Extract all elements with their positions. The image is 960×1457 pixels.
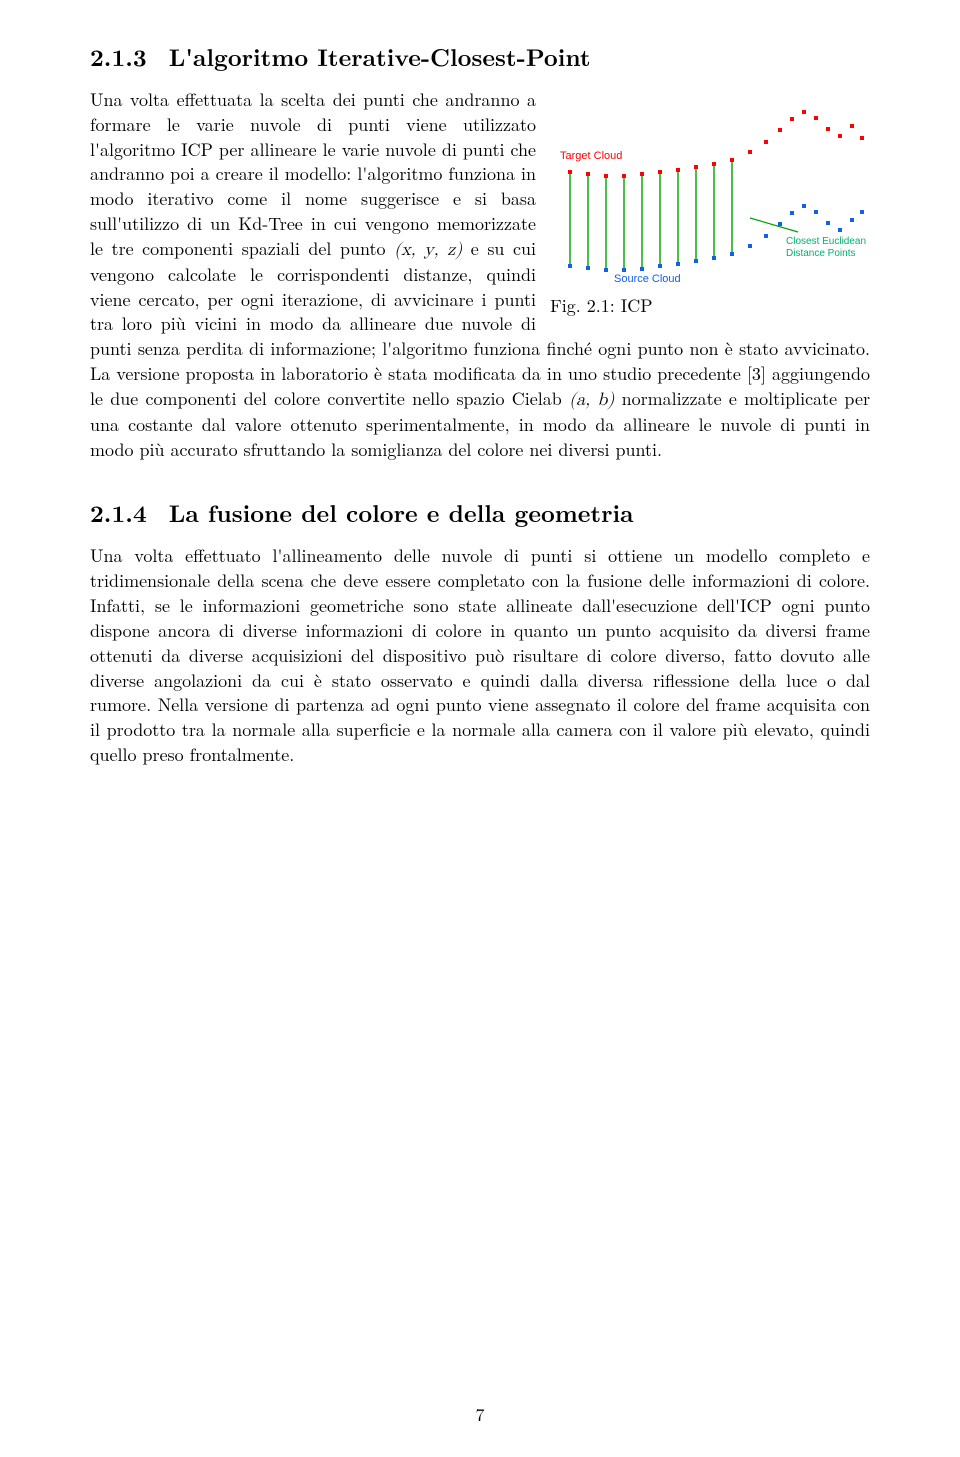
section-heading-213: 2.1.3 L'algoritmo Iterative-Closest-Point xyxy=(90,40,870,74)
section-213-body: Target Cloud Source Cloud Closest Euclidea… xyxy=(90,88,870,462)
svg-text:Target Cloud: Target Cloud xyxy=(560,150,622,162)
spacer xyxy=(90,462,870,496)
section-number: 2.1.4 xyxy=(90,496,147,530)
figure-caption: Fig. 2.1: ICP xyxy=(550,293,653,318)
icp-diagram-icon: Target Cloud Source Cloud Closest Euclidea… xyxy=(550,94,870,294)
math-ab: (a, b) xyxy=(569,391,614,409)
page-number: 7 xyxy=(0,1402,960,1427)
section-heading-214: 2.1.4 La fusione del colore e della geome… xyxy=(90,496,870,530)
math-xyz: (x, y, z) xyxy=(394,241,462,259)
section-number: 2.1.3 xyxy=(90,40,147,74)
svg-text:Source Cloud: Source Cloud xyxy=(614,273,681,285)
svg-text:Distance Points: Distance Points xyxy=(786,248,855,259)
section-title: L'algoritmo Iterative-Closest-Point xyxy=(169,40,591,74)
section-title: La fusione del colore e della geometria xyxy=(169,496,634,530)
figure-icp: Target Cloud Source Cloud Closest Euclidea… xyxy=(550,94,870,319)
page: 2.1.3 L'algoritmo Iterative-Closest-Point… xyxy=(0,0,960,1457)
svg-text:Closest Euclidean: Closest Euclidean xyxy=(786,236,866,247)
section-214-body: Una volta effettuato l'allineamento dell… xyxy=(90,544,870,767)
body-pre: Una volta effettuata la scelta dei punti… xyxy=(90,87,536,261)
